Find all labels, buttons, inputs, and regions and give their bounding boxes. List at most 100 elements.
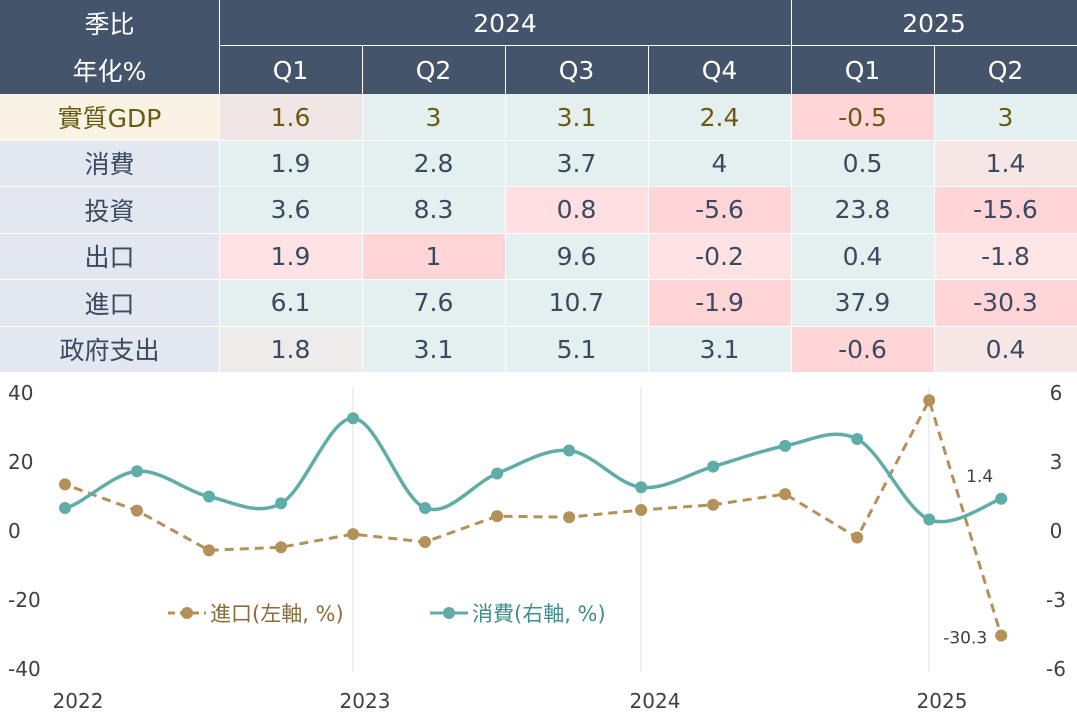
table-cell: 1.9 xyxy=(219,233,362,279)
table-cell-text: 1.8 xyxy=(270,334,311,364)
table-cell: 0.4 xyxy=(934,326,1077,372)
table-cell-text: -0.6 xyxy=(838,334,887,364)
table-cell-text: 8.3 xyxy=(413,195,454,224)
table-cell: -5.6 xyxy=(648,186,791,233)
table-cell: -0.5 xyxy=(791,94,934,140)
table-cell-text: -0.2 xyxy=(695,241,744,271)
data-point-consumption xyxy=(59,502,71,514)
right-axis-tick: -6 xyxy=(1046,657,1066,681)
quarter-header-text: Q2 xyxy=(415,55,452,85)
table-cell-text: -30.3 xyxy=(973,288,1038,317)
table-cell: 3.6 xyxy=(219,186,362,233)
table-cell: 1.4 xyxy=(934,140,1077,186)
data-point-imports xyxy=(923,394,936,407)
x-axis-tick: 2022 xyxy=(53,689,104,713)
data-point-consumption xyxy=(923,513,936,526)
data-point-imports xyxy=(131,504,144,517)
data-point-consumption xyxy=(851,433,864,445)
x-axis-tick: 2023 xyxy=(340,689,391,713)
table-cell: 4 xyxy=(648,140,791,186)
data-point-consumption xyxy=(491,467,504,480)
table-cell: 6.1 xyxy=(219,279,362,326)
table-cell: -15.6 xyxy=(934,186,1077,233)
year-header-2024-text: 2024 xyxy=(473,8,537,38)
table-cell-text: -5.6 xyxy=(695,195,744,224)
data-point-consumption xyxy=(131,465,144,478)
left-axis-tick: 20 xyxy=(8,450,33,474)
table-cell: -0.6 xyxy=(791,326,934,372)
row-label: 進口 xyxy=(0,279,219,326)
data-point-consumption xyxy=(707,460,720,473)
quarter-header-text: Q2 xyxy=(987,55,1024,85)
quarter-header-text: Q1 xyxy=(272,55,309,85)
table-cell: 0.5 xyxy=(791,140,934,186)
table-cell: 3.1 xyxy=(505,94,648,140)
legend-marker-imports xyxy=(181,607,193,619)
series-line-consumption xyxy=(65,416,1002,524)
table-cell-text: 9.6 xyxy=(556,241,597,271)
x-axis-tick: 2025 xyxy=(917,689,968,713)
left-axis-tick: -20 xyxy=(8,588,41,612)
quarter-header: Q4 xyxy=(648,46,791,94)
data-point-imports xyxy=(779,488,792,501)
table-cell: 1 xyxy=(362,233,505,279)
data-point-consumption xyxy=(419,502,432,514)
data-point-imports xyxy=(563,511,576,524)
table-cell-text: 0.8 xyxy=(556,195,597,224)
row-label: 實質GDP xyxy=(0,94,219,140)
table-cell: 2.8 xyxy=(362,140,505,186)
table-cell-text: 5.1 xyxy=(556,334,597,364)
data-point-imports xyxy=(995,629,1008,642)
table-cell-text: 0.4 xyxy=(842,241,883,271)
table-cell-text: 3 xyxy=(425,102,442,132)
data-point-consumption xyxy=(275,497,288,510)
year-header-2024: 2024 xyxy=(219,0,791,46)
table-cell-text: 1.9 xyxy=(270,241,311,271)
data-point-imports xyxy=(491,510,504,523)
year-header-2025-text: 2025 xyxy=(902,8,966,38)
table-cell: 3.7 xyxy=(505,140,648,186)
legend-label-consumption: 消費(右軸, %) xyxy=(472,602,606,626)
data-point-imports xyxy=(851,531,864,544)
row-label: 投資 xyxy=(0,186,219,233)
quarter-header: Q2 xyxy=(934,46,1077,94)
line-chart: 40 20 0 -20 -40 6 3 0 -3 -6 2022 2023 2024 2025 -30.3 1… xyxy=(8,381,1066,713)
corner-header-line1: 季比 xyxy=(0,0,219,46)
row-label: 出口 xyxy=(0,233,219,279)
table-cell-text: 10.7 xyxy=(548,288,605,317)
table-cell-text: 3.1 xyxy=(413,334,454,364)
row-label-text: 政府支出 xyxy=(59,336,160,365)
table-cell-text: -15.6 xyxy=(973,195,1038,224)
table-cell-text: 1.6 xyxy=(270,102,311,132)
table-cell-text: 3.6 xyxy=(270,195,311,224)
legend-label-imports: 進口(左軸, %) xyxy=(210,602,344,626)
table-cell-text: 37.9 xyxy=(834,288,891,317)
right-axis-tick: 6 xyxy=(1050,381,1063,405)
row-label-text: 進口 xyxy=(84,289,135,319)
table-cell: 7.6 xyxy=(362,279,505,326)
x-axis-tick: 2024 xyxy=(630,689,681,713)
table-cell: 1.9 xyxy=(219,140,362,186)
table-cell: -30.3 xyxy=(934,279,1077,326)
quarter-header: Q1 xyxy=(791,46,934,94)
data-point-consumption xyxy=(635,481,648,494)
data-point-consumption xyxy=(995,492,1008,505)
data-point-consumption xyxy=(347,412,360,425)
table-cell: 37.9 xyxy=(791,279,934,326)
data-point-consumption xyxy=(779,439,792,452)
row-label-text: 投資 xyxy=(84,196,135,226)
row-label: 消費 xyxy=(0,140,219,186)
table-cell: 23.8 xyxy=(791,186,934,233)
table-cell: -1.8 xyxy=(934,233,1077,279)
data-point-imports xyxy=(275,541,288,554)
row-label-text: 實質GDP xyxy=(57,104,162,133)
table-cell-text: -1.9 xyxy=(695,288,744,317)
data-point-imports xyxy=(59,478,71,491)
quarter-header: Q1 xyxy=(219,46,362,94)
row-label: 政府支出 xyxy=(0,326,219,372)
quarter-header-text: Q1 xyxy=(844,55,881,85)
table-cell: -1.9 xyxy=(648,279,791,326)
row-label-text: 消費 xyxy=(84,150,135,179)
left-axis-tick: 40 xyxy=(8,381,33,405)
table-cell-text: 0.4 xyxy=(985,334,1026,364)
